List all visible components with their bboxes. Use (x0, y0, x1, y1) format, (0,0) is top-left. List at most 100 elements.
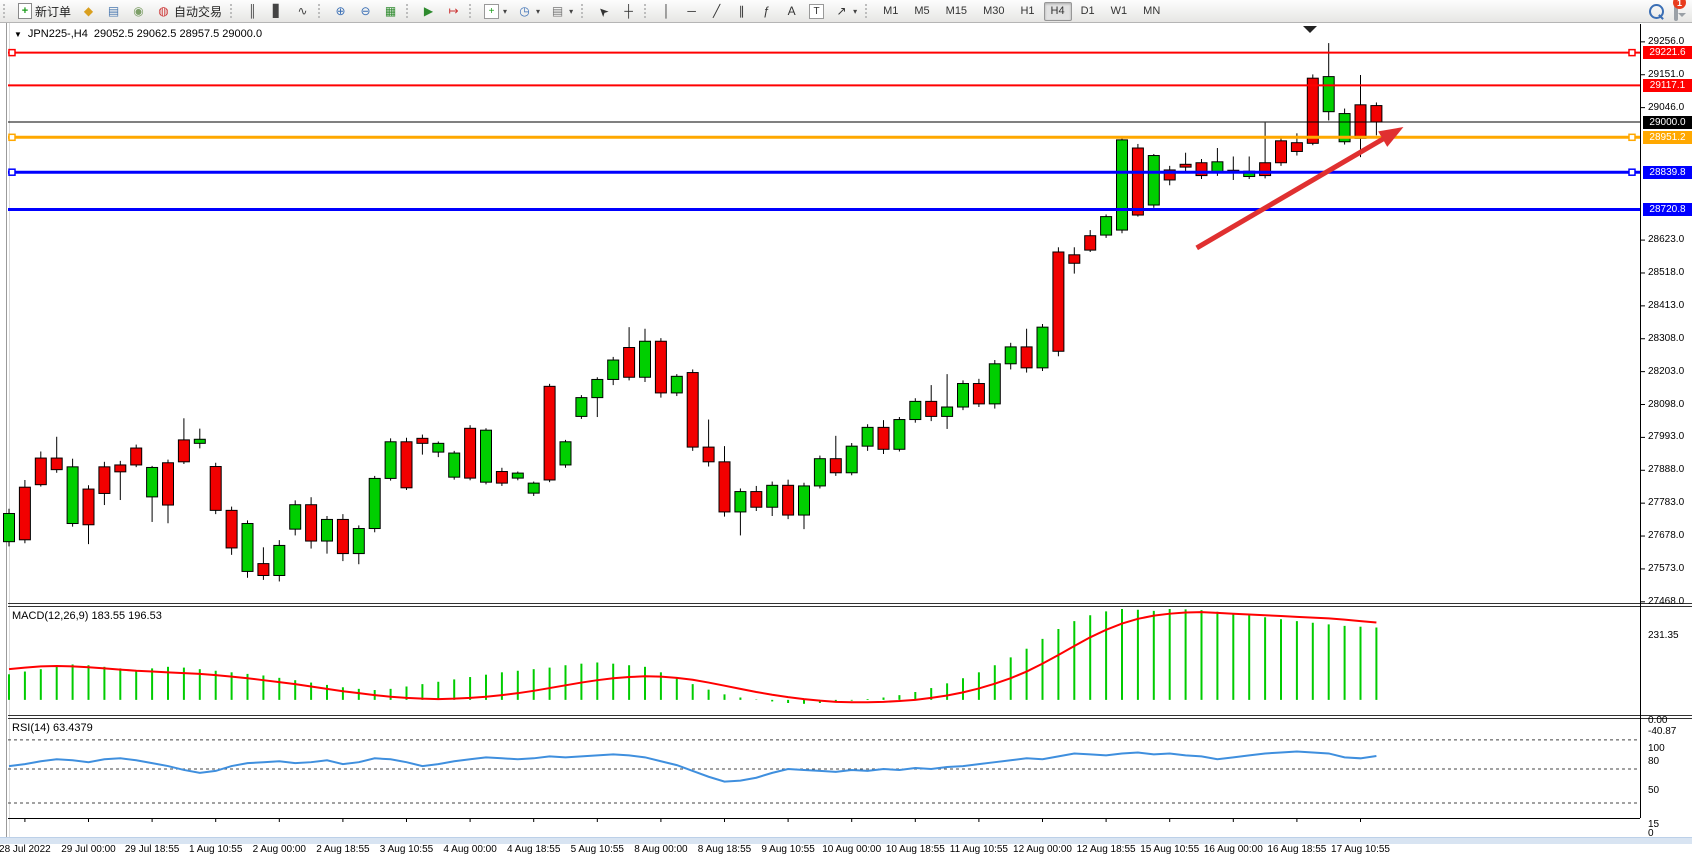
candle (66, 466, 79, 525)
candle (861, 426, 874, 447)
candle (225, 509, 238, 549)
timeframe-mn[interactable]: MN (1143, 5, 1161, 17)
toolbar-separator (318, 4, 324, 18)
timeframe-h1[interactable]: H1 (1020, 5, 1035, 17)
text-label-icon: T (809, 3, 825, 19)
toolbar-group: ║ ▋ ∿ (240, 0, 315, 22)
chart-canvas[interactable] (0, 22, 1692, 844)
trendline-icon: ╱ (712, 3, 721, 18)
candle (114, 464, 127, 473)
candle (289, 504, 302, 530)
candle (623, 347, 636, 378)
tile-windows-button[interactable]: ▦ (379, 1, 402, 21)
toolbar-separator (469, 4, 475, 18)
candle (321, 518, 333, 542)
level-anchor-handle[interactable] (1628, 133, 1636, 142)
time-axis-label: 12 Aug 18:55 (1076, 844, 1136, 855)
timeframe-m15[interactable]: M15 (945, 5, 968, 17)
chart-shift-button[interactable]: ↦ (442, 1, 465, 21)
candle (750, 491, 763, 508)
crosshair-icon: ┼ (624, 3, 633, 18)
trend-arrow-head[interactable] (1378, 127, 1404, 147)
notifications-button[interactable]: 1 (1673, 0, 1686, 21)
time-axis-label: 3 Aug 10:55 (379, 844, 434, 855)
candle (209, 466, 222, 511)
line-chart-icon: ∿ (297, 3, 308, 18)
autotrading-button[interactable]: ◍ 自动交易 (152, 1, 226, 21)
auto-scroll-icon: ▶ (423, 3, 434, 18)
candle (988, 363, 1001, 405)
time-axis-label: 29 Jul 00:00 (61, 844, 116, 855)
level-anchor-handle[interactable] (8, 48, 16, 57)
chart-shift-marker[interactable] (1303, 26, 1317, 33)
arrows-button[interactable]: ↗ ▾ (830, 1, 861, 21)
indicators-button[interactable]: + ▾ (480, 1, 511, 21)
time-axis-label: 16 Aug 00:00 (1203, 844, 1263, 855)
timeframe-w1[interactable]: W1 (1110, 5, 1128, 17)
level-anchor-handle[interactable] (1628, 168, 1636, 176)
signal-button[interactable]: ◉ (127, 1, 150, 21)
horizontal-line-button[interactable]: ─ (680, 1, 703, 21)
market-watch-button[interactable]: ◆ (77, 1, 100, 21)
rsi-line (8, 750, 1377, 783)
candlestick-icon: ▋ (272, 3, 283, 18)
candle (1036, 326, 1049, 369)
dropdown-caret-icon: ▾ (569, 6, 574, 16)
main-toolbar: + 新订单 ◆ ▤ ◉ ◍ 自动交易 ║ ▋ ∿ ⊕ ⊖ ▦ ▶ ↦ + ▾ ◷ ▾ ▤ ▾ ➤ ┼ │ ─ ╱ ∥ ƒ A T ↗ ▾ M1 M… (0, 0, 1692, 23)
timeframe-group: M1 M5 M15 M30 H1 H4 D1 W1 MN (875, 0, 1168, 22)
level-anchor-handle[interactable] (8, 133, 16, 142)
auto-scroll-button[interactable]: ▶ (417, 1, 440, 21)
level-anchor-handle[interactable] (1628, 48, 1636, 57)
channel-button[interactable]: ∥ (730, 1, 753, 21)
candlestick-chart-button[interactable]: ▋ (266, 1, 289, 21)
fibonacci-button[interactable]: ƒ (755, 1, 778, 21)
toolbar-separator (230, 4, 236, 18)
search-icon[interactable] (1649, 3, 1664, 19)
toolbar-group: │ ─ ╱ ∥ ƒ A T ↗ ▾ (654, 0, 862, 22)
candle (829, 458, 842, 474)
vertical-line-button[interactable]: │ (655, 1, 678, 21)
timeframe-m5[interactable]: M5 (914, 5, 930, 17)
fibonacci-icon: ƒ (763, 3, 770, 18)
candle (893, 419, 906, 450)
crosshair-button[interactable]: ┼ (617, 1, 640, 21)
toolbar-right: 1 (1649, 0, 1692, 21)
timeframe-m30[interactable]: M30 (983, 5, 1005, 17)
timeframe-h4[interactable]: H4 (1043, 1, 1072, 21)
candle (400, 441, 413, 489)
zoom-in-button[interactable]: ⊕ (329, 1, 352, 21)
periods-button[interactable]: ◷ ▾ (513, 1, 544, 21)
tile-windows-icon: ▦ (384, 3, 397, 18)
time-axis-label: 4 Aug 18:55 (506, 844, 561, 855)
text-label-button[interactable]: T (805, 1, 828, 21)
bar-chart-icon: ║ (248, 3, 257, 18)
dropdown-caret-icon: ▾ (536, 6, 541, 16)
data-window-button[interactable]: ▤ (102, 1, 125, 21)
new-order-button[interactable]: + 新订单 (14, 1, 75, 21)
level-anchor-handle[interactable] (8, 168, 16, 176)
time-axis-label: 5 Aug 10:55 (570, 844, 624, 855)
zoom-out-button[interactable]: ⊖ (354, 1, 377, 21)
trend-arrow-line[interactable] (1195, 133, 1390, 251)
candle (654, 340, 667, 394)
dropdown-caret-icon: ▾ (503, 6, 508, 16)
candle (480, 429, 492, 483)
candle (1163, 169, 1176, 181)
timeframe-m1[interactable]: M1 (883, 5, 899, 17)
trendline-button[interactable]: ╱ (705, 1, 728, 21)
timeframe-d1[interactable]: D1 (1080, 5, 1095, 17)
line-chart-button[interactable]: ∿ (291, 1, 314, 21)
candle (273, 544, 286, 577)
candle (1052, 251, 1065, 352)
candle (34, 457, 47, 486)
time-axis-label: 10 Aug 00:00 (822, 844, 882, 855)
time-axis-label: 12 Aug 00:00 (1013, 844, 1072, 855)
text-button[interactable]: A (780, 1, 803, 21)
toolbar-separator (3, 4, 9, 18)
bar-chart-button[interactable]: ║ (241, 1, 264, 21)
candle (925, 400, 938, 417)
chart-window[interactable]: ▼ JPN225-,H4 29052.5 29062.5 28957.5 290… (0, 22, 1692, 855)
cursor-button[interactable]: ➤ (592, 1, 615, 21)
templates-button[interactable]: ▤ ▾ (546, 1, 577, 21)
candle (702, 446, 715, 463)
